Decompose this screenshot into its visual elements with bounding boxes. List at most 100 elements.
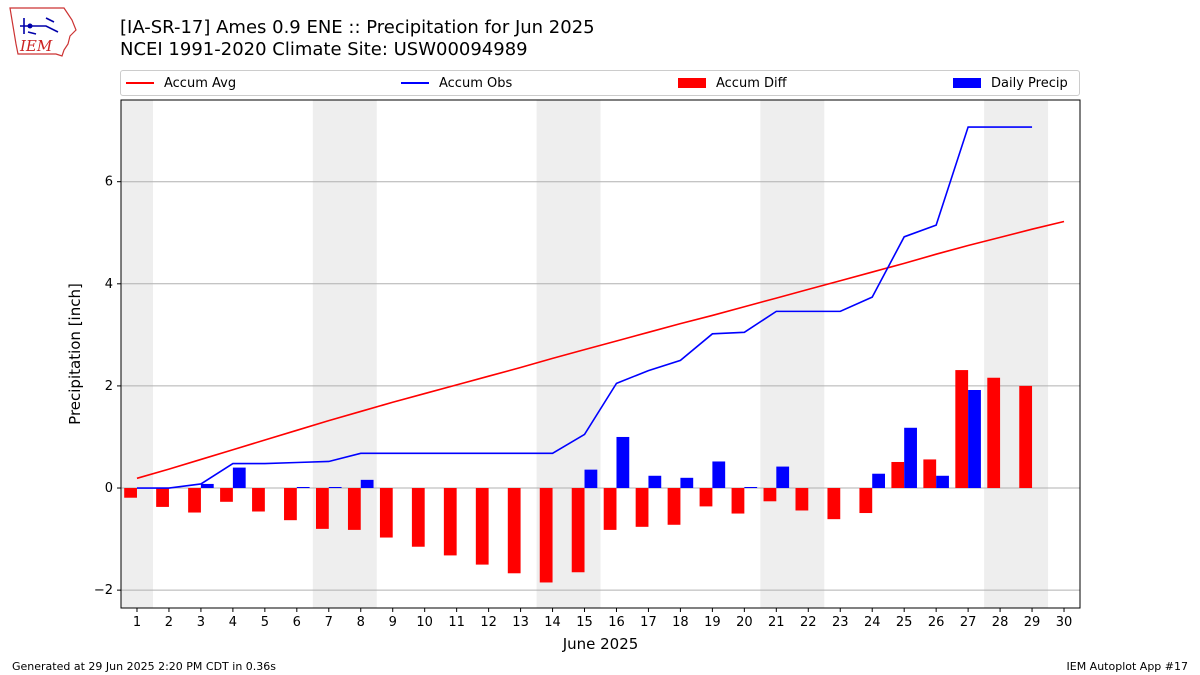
weekend-band-3 (536, 100, 601, 608)
bar-daily-precip-21 (776, 466, 790, 489)
bar-accum-diff-23 (827, 488, 841, 520)
legend-item-daily-precip: Daily Precip (953, 71, 1068, 95)
bar-accum-diff-12 (475, 488, 489, 565)
bar-daily-precip-26 (936, 475, 949, 489)
bar-accum-diff-9 (379, 488, 393, 538)
footer-app: IEM Autoplot App #17 (1066, 660, 1189, 673)
legend-swatch-daily-precip (953, 78, 981, 88)
legend-label-daily-precip: Daily Precip (991, 75, 1068, 91)
bar-accum-diff-16 (603, 488, 617, 530)
legend-item-accum-obs: Accum Obs (401, 71, 512, 95)
plot-frame (120, 99, 1081, 609)
bar-accum-diff-7 (315, 488, 329, 529)
bar-daily-precip-20 (744, 486, 758, 489)
x-tick-label-6: 6 (293, 615, 301, 630)
line-accum-obs (136, 126, 1033, 489)
x-tick-label-18: 18 (672, 615, 689, 630)
x-tick-label-21: 21 (768, 615, 785, 630)
chart-subtitle: NCEI 1991-2020 Climate Site: USW00094989 (120, 39, 528, 60)
legend-label-accum-obs: Accum Obs (439, 75, 513, 91)
x-tick-label-14: 14 (544, 615, 561, 630)
x-tick-label-26: 26 (928, 615, 945, 630)
weekend-band-5 (984, 100, 1049, 608)
bar-daily-precip-7 (328, 486, 342, 489)
bar-daily-precip-8 (360, 479, 374, 489)
y-tick-label-0: 0 (105, 481, 113, 496)
x-axis-label: June 2025 (562, 635, 639, 653)
bar-daily-precip-4 (232, 467, 246, 489)
legend-label-accum-diff: Accum Diff (716, 75, 787, 91)
weekend-band-4 (760, 100, 825, 608)
legend-label-accum-avg: Accum Avg (164, 75, 237, 91)
bar-accum-diff-22 (795, 488, 809, 511)
x-tick-label-15: 15 (576, 615, 593, 630)
x-tick-label-7: 7 (325, 615, 333, 630)
x-tick-label-30: 30 (1056, 615, 1073, 630)
x-tick-label-16: 16 (608, 615, 625, 630)
bar-daily-precip-3 (200, 483, 214, 489)
chart-title: [IA-SR-17] Ames 0.9 ENE :: Precipitation… (120, 17, 595, 38)
bar-accum-diff-1 (124, 488, 137, 498)
x-tick-label-4: 4 (229, 615, 237, 630)
bar-accum-diff-27 (955, 370, 969, 489)
bar-accum-diff-5 (252, 488, 265, 512)
legend-item-accum-avg: Accum Avg (126, 71, 236, 95)
legend-swatch-accum-avg (126, 82, 154, 84)
bar-daily-precip-17 (648, 475, 662, 489)
bar-daily-precip-25 (904, 427, 917, 489)
y-tick-label-2: 2 (105, 379, 113, 394)
y-tick-label-6: 6 (105, 175, 113, 190)
x-tick-label-13: 13 (512, 615, 529, 630)
x-tick-label-10: 10 (416, 615, 433, 630)
x-tick-label-27: 27 (960, 615, 977, 630)
legend-swatch-accum-diff (678, 78, 706, 88)
x-tick-label-23: 23 (832, 615, 849, 630)
x-tick-label-20: 20 (736, 615, 753, 630)
x-tick-label-11: 11 (448, 615, 465, 630)
bar-accum-diff-24 (859, 488, 873, 514)
bar-daily-precip-15 (584, 469, 598, 489)
x-tick-label-19: 19 (704, 615, 721, 630)
bar-daily-precip-16 (616, 436, 630, 489)
bar-accum-diff-15 (571, 488, 585, 573)
y-tick-label--2: −2 (94, 583, 113, 598)
bar-accum-diff-14 (539, 488, 553, 583)
x-tick-label-9: 9 (389, 615, 397, 630)
bar-accum-diff-3 (188, 488, 201, 513)
footer-generated: Generated at 29 Jun 2025 2:20 PM CDT in … (12, 660, 277, 673)
x-tick-label-24: 24 (864, 615, 881, 630)
line-accum-avg (136, 220, 1065, 480)
bar-accum-diff-6 (284, 488, 297, 521)
legend-swatch-accum-obs (401, 82, 429, 84)
bar-daily-precip-24 (872, 473, 886, 489)
bar-accum-diff-17 (635, 488, 649, 527)
x-tick-label-17: 17 (640, 615, 657, 630)
x-tick-label-1: 1 (133, 615, 141, 630)
bar-accum-diff-13 (507, 488, 521, 574)
bar-accum-diff-8 (347, 488, 361, 530)
bar-daily-precip-6 (296, 486, 310, 489)
y-axis-label: Precipitation [inch] (66, 283, 84, 425)
weekend-band-2 (312, 100, 377, 608)
bar-accum-diff-21 (763, 488, 777, 502)
bar-daily-precip-27 (968, 389, 981, 489)
bar-accum-diff-19 (699, 488, 713, 507)
x-tick-label-5: 5 (261, 615, 269, 630)
x-tick-label-28: 28 (992, 615, 1009, 630)
bar-daily-precip-19 (712, 461, 726, 489)
bar-accum-diff-2 (156, 488, 169, 507)
x-tick-label-29: 29 (1024, 615, 1041, 630)
bar-accum-diff-26 (923, 459, 937, 489)
x-tick-label-22: 22 (800, 615, 817, 630)
x-tick-label-3: 3 (197, 615, 205, 630)
x-tick-label-12: 12 (480, 615, 497, 630)
x-tick-label-2: 2 (165, 615, 173, 630)
bar-accum-diff-25 (891, 461, 905, 489)
x-tick-label-25: 25 (896, 615, 913, 630)
logo-text: IEM (19, 37, 53, 55)
bar-accum-diff-18 (667, 488, 681, 525)
bar-daily-precip-18 (680, 477, 694, 489)
legend-item-accum-diff: Accum Diff (678, 71, 787, 95)
bar-accum-diff-11 (443, 488, 457, 556)
